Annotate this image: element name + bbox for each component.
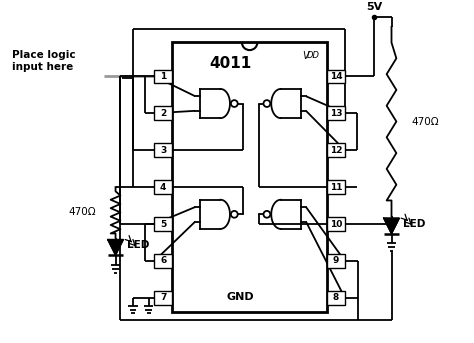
- Bar: [328, 254, 345, 268]
- Text: 14: 14: [330, 72, 342, 81]
- Text: 3: 3: [160, 146, 166, 155]
- Bar: [155, 254, 172, 268]
- Text: 11: 11: [330, 182, 342, 192]
- Bar: [155, 180, 172, 194]
- Text: DD: DD: [307, 51, 320, 60]
- Bar: [328, 106, 345, 120]
- Polygon shape: [384, 218, 399, 234]
- Text: V: V: [303, 51, 310, 61]
- Text: GND: GND: [226, 292, 254, 302]
- Bar: [155, 291, 172, 305]
- Text: 9: 9: [333, 257, 339, 265]
- Text: Place logic
input here: Place logic input here: [11, 50, 75, 72]
- Text: LED: LED: [127, 240, 150, 250]
- Bar: [155, 70, 172, 83]
- Bar: [155, 217, 172, 231]
- Text: 470Ω: 470Ω: [68, 208, 96, 217]
- Text: 5: 5: [160, 220, 166, 228]
- Text: 8: 8: [333, 293, 339, 303]
- Bar: [328, 217, 345, 231]
- Text: 1: 1: [160, 72, 166, 81]
- Text: 6: 6: [160, 257, 166, 265]
- Text: 13: 13: [330, 109, 342, 118]
- Text: 2: 2: [160, 109, 166, 118]
- Text: LED: LED: [403, 219, 426, 229]
- Text: 7: 7: [160, 293, 166, 303]
- Bar: [155, 106, 172, 120]
- Bar: [328, 180, 345, 194]
- Text: 4: 4: [160, 182, 166, 192]
- Bar: [172, 42, 328, 312]
- Bar: [328, 291, 345, 305]
- Bar: [155, 143, 172, 157]
- Polygon shape: [108, 239, 123, 255]
- Text: 470Ω: 470Ω: [411, 117, 438, 127]
- Text: 12: 12: [330, 146, 342, 155]
- Bar: [328, 143, 345, 157]
- Text: 10: 10: [330, 220, 342, 228]
- Bar: [328, 70, 345, 83]
- Text: 5V: 5V: [366, 2, 382, 12]
- Text: 4011: 4011: [209, 56, 251, 71]
